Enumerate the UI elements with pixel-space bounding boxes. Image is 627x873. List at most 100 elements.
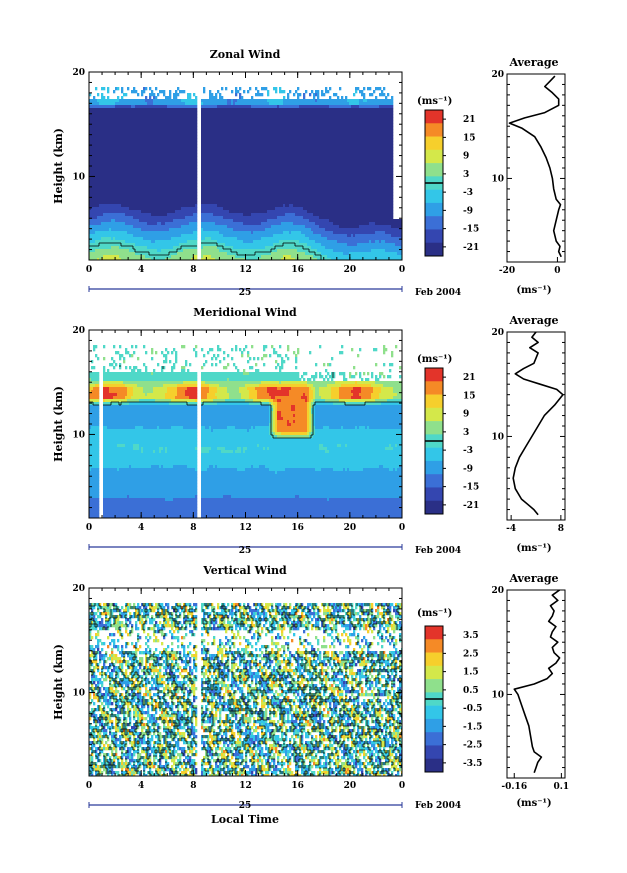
heatmap-cell: [223, 654, 228, 658]
heatmap-cell: [259, 687, 262, 691]
heatmap-cell: [261, 222, 282, 226]
heatmap-cell: [351, 690, 354, 694]
heatmap-cell: [129, 612, 132, 616]
heatmap-cell: [195, 657, 198, 661]
heatmap-cell: [249, 630, 252, 634]
heatmap-cell: [127, 654, 130, 658]
heatmap-cell: [347, 681, 350, 685]
heatmap-cell: [187, 693, 190, 697]
heatmap-cell: [97, 705, 100, 709]
heatmap-cell: [231, 660, 234, 664]
heatmap-cell: [325, 618, 328, 622]
heatmap-cell: [339, 615, 346, 619]
heatmap-cell: [293, 693, 296, 697]
heatmap-cell: [157, 249, 162, 253]
heatmap-cell: [201, 189, 394, 193]
colorbar-swatch: [425, 447, 443, 462]
heatmap-cell: [391, 627, 396, 631]
heatmap-cell: [315, 411, 402, 415]
heatmap-cell: [201, 171, 394, 175]
heatmap-cell: [105, 693, 108, 697]
heatmap-cell: [397, 624, 400, 628]
heatmap-cell: [143, 615, 146, 619]
heatmap-cell: [363, 612, 366, 616]
heatmap-cell: [205, 606, 208, 610]
heatmap-cell: [297, 624, 300, 628]
heatmap-cell: [313, 213, 394, 217]
heatmap-cell: [179, 243, 198, 247]
heatmap-cell: [95, 693, 98, 697]
heatmap-cell: [89, 657, 92, 661]
heatmap-cell: [209, 693, 212, 697]
heatmap-cell: [155, 684, 158, 688]
heatmap-cell: [125, 642, 128, 646]
heatmap-cell: [355, 642, 358, 646]
heatmap-cell: [101, 618, 104, 622]
heatmap-cell: [273, 402, 278, 406]
heatmap-cell: [277, 660, 280, 664]
heatmap-cell: [151, 669, 160, 673]
heatmap-cell: [187, 696, 190, 700]
heatmap-cell: [191, 672, 194, 676]
heatmap-cell: [275, 426, 278, 430]
heatmap-cell: [125, 618, 128, 622]
heatmap-cell: [163, 384, 178, 388]
heatmap-cell: [193, 615, 196, 619]
heatmap-cell: [295, 357, 298, 361]
heatmap-cell: [243, 447, 248, 451]
heatmap-cell: [95, 657, 98, 661]
heatmap-cell: [303, 393, 306, 397]
heatmap-cell: [99, 696, 102, 700]
heatmap-cell: [93, 666, 96, 670]
heatmap-cell: [167, 651, 170, 655]
heatmap-cell: [163, 627, 166, 631]
heatmap-cell: [295, 672, 298, 676]
heatmap-cell: [311, 420, 314, 424]
heatmap-cell: [373, 636, 376, 640]
heatmap-cell: [181, 687, 184, 691]
heatmap-cell: [217, 693, 220, 697]
heatmap-cell: [187, 645, 190, 649]
heatmap-cell: [375, 87, 382, 91]
heatmap-cell: [141, 660, 144, 664]
heatmap-cell: [177, 624, 180, 628]
heatmap-cell: [223, 705, 226, 709]
heatmap-cell: [337, 240, 370, 244]
heatmap-cell: [299, 663, 302, 667]
heatmap-cell: [127, 393, 134, 397]
heatmap-cell: [243, 657, 246, 661]
heatmap-cell: [131, 663, 134, 667]
heatmap-cell: [327, 708, 330, 712]
heatmap-cell: [379, 681, 382, 685]
heatmap-cell: [99, 612, 102, 616]
heatmap-cell: [355, 426, 358, 430]
heatmap-cell: [383, 87, 386, 91]
heatmap-cell: [131, 651, 136, 655]
heatmap-cell: [97, 693, 100, 697]
profile-line: [512, 331, 564, 516]
heatmap-cell: [145, 255, 172, 259]
heatmap-cell: [91, 609, 94, 613]
heatmap-cell: [219, 96, 224, 100]
heatmap-cell: [253, 660, 258, 664]
heatmap-cell: [105, 654, 108, 658]
heatmap-cell: [123, 615, 126, 619]
heatmap-cell: [323, 675, 326, 679]
heatmap-cell: [227, 657, 230, 661]
heatmap-cell: [355, 636, 358, 640]
heatmap-cell: [323, 678, 326, 682]
heatmap-cell: [379, 240, 382, 244]
heatmap-cell: [115, 687, 118, 691]
heatmap-cell: [247, 705, 250, 709]
heatmap-cell: [341, 633, 344, 637]
heatmap-cell: [161, 696, 164, 700]
heatmap-cell: [89, 225, 134, 229]
heatmap-cell: [211, 357, 214, 361]
heatmap-cell: [297, 87, 300, 91]
heatmap-cell: [391, 225, 402, 229]
heatmap-cell: [283, 669, 286, 673]
heatmap-cell: [333, 681, 336, 685]
heatmap-cell: [113, 621, 116, 625]
heatmap-cell: [89, 492, 100, 496]
